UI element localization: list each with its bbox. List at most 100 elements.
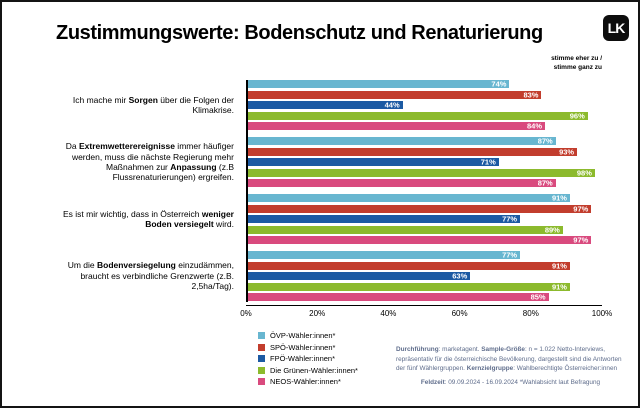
bar: 91% bbox=[246, 194, 570, 203]
bar: 83% bbox=[246, 90, 542, 99]
bar-row: 74% bbox=[246, 79, 602, 89]
bar-value-label: 77% bbox=[502, 250, 518, 260]
footnote-segment: : Wahlberechtigte Österreicher:innen bbox=[513, 365, 618, 373]
category-label-segment: Es ist mir wichtig, dass in Österreich bbox=[63, 208, 202, 219]
approval-scale-note-line2: stimme ganz zu bbox=[553, 63, 602, 71]
category-label-segment: Extremwetterereignisse bbox=[79, 141, 175, 152]
bar-value-label: 91% bbox=[551, 282, 567, 291]
category-label-segment: einzudämmen, braucht es verbindliche Gre… bbox=[80, 260, 234, 292]
bar: 87% bbox=[246, 178, 556, 188]
bar-row: 77% bbox=[246, 215, 602, 224]
bar-row: 91% bbox=[246, 282, 602, 291]
footnote-segment: Feldzeit bbox=[420, 378, 445, 386]
legend-label: FPÖ-Wähler:innen* bbox=[270, 354, 336, 363]
bar-value-label: 89% bbox=[544, 225, 560, 234]
legend-item: SPÖ-Wähler:innen* bbox=[258, 343, 358, 352]
category-label-segment: über die Folgen der Klimakrise. bbox=[157, 94, 234, 115]
bar-value-label: 74% bbox=[491, 79, 507, 89]
legend-swatch bbox=[258, 343, 265, 351]
category-label: Da Extremwetterereignisse immer häufiger… bbox=[38, 141, 246, 182]
bar: 71% bbox=[246, 157, 499, 167]
bar: 96% bbox=[246, 111, 588, 120]
bar: 93% bbox=[246, 147, 578, 156]
footnote-segment: Kernzielgruppe bbox=[466, 365, 514, 373]
bar-row: 71% bbox=[246, 157, 602, 167]
bar-group: 91% 97% 77% 89% 97% bbox=[246, 194, 602, 245]
bar-value-label: 98% bbox=[576, 168, 592, 177]
bar: 98% bbox=[246, 168, 595, 177]
x-axis: 0% 20% 40% 60% 80% 100% bbox=[240, 305, 612, 320]
bar-row: 44% bbox=[246, 101, 602, 110]
legend-item: ÖVP-Wähler:innen* bbox=[258, 331, 358, 340]
chart: Ich mache mir Sorgen über die Folgen der… bbox=[38, 79, 612, 320]
y-axis-line bbox=[246, 80, 248, 302]
bar-row: 77% bbox=[246, 250, 602, 260]
legend-label: SPÖ-Wähler:innen* bbox=[270, 342, 336, 352]
category-label: Es ist mir wichtig, dass in Österreich w… bbox=[38, 209, 246, 230]
page-title: Zustimmungswerte: Bodenschutz und Renatu… bbox=[56, 22, 543, 44]
bar-row: 91% bbox=[246, 261, 602, 270]
category-label-segment: Sorgen bbox=[128, 94, 158, 105]
category-label-segment: Ich mache mir bbox=[72, 94, 129, 105]
bar: 87% bbox=[246, 137, 556, 146]
bar-value-label: 91% bbox=[551, 261, 567, 270]
logo: LK bbox=[603, 15, 629, 41]
bar: 74% bbox=[246, 79, 510, 89]
bar-value-label: 96% bbox=[569, 111, 585, 120]
bar: 91% bbox=[246, 282, 570, 291]
category-label: Ich mache mir Sorgen über die Folgen der… bbox=[38, 95, 246, 116]
bar-row: 84% bbox=[246, 121, 602, 131]
bar-row: 87% bbox=[246, 178, 602, 188]
category-label-segment: immer häufiger werden, muss die nächste … bbox=[71, 141, 234, 172]
legend-label: ÖVP-Wähler:innen* bbox=[270, 331, 336, 340]
x-axis-tick: 60% bbox=[451, 309, 468, 318]
footnote-segment: Sample-Größe bbox=[481, 346, 525, 353]
footnote-segment: : 09.09.2024 - 16.09.2024 bbox=[444, 378, 520, 386]
category-label: Um die Bodenversiegelung einzudämmen, br… bbox=[38, 260, 246, 291]
bar: 77% bbox=[246, 250, 521, 260]
footnote-fieldtime: Feldzeit: 09.09.2024 - 16.09.2024 *Wahla… bbox=[396, 378, 625, 388]
bar-row: 91% bbox=[246, 194, 602, 203]
chart-plot: Ich mache mir Sorgen über die Folgen der… bbox=[38, 79, 612, 320]
bar-row: 98% bbox=[246, 168, 602, 177]
bar-value-label: 87% bbox=[537, 178, 553, 188]
chart-groups: Ich mache mir Sorgen über die Folgen der… bbox=[38, 79, 602, 302]
x-axis-tick: 0% bbox=[240, 309, 252, 318]
bar-value-label: 84% bbox=[527, 121, 543, 131]
bar: 63% bbox=[246, 271, 471, 281]
bar: 97% bbox=[246, 236, 592, 245]
footnote-segment: : marketagent. bbox=[438, 346, 482, 353]
chart-group: Um die Bodenversiegelung einzudämmen, br… bbox=[38, 250, 602, 302]
bar: 44% bbox=[246, 101, 403, 110]
category-label-segment: weniger Boden versiegelt bbox=[145, 208, 234, 229]
approval-scale-note: stimme eher zu / stimme ganz zu bbox=[551, 55, 602, 73]
bar-row: 93% bbox=[246, 147, 602, 156]
bar: 84% bbox=[246, 121, 546, 131]
chart-group: Es ist mir wichtig, dass in Österreich w… bbox=[38, 194, 602, 245]
bar-row: 97% bbox=[246, 236, 602, 245]
legend-item: NEOS-Wähler:innen* bbox=[258, 377, 358, 386]
x-axis-tick: 100% bbox=[591, 309, 613, 318]
chart-group: Da Extremwetterereignisse immer häufiger… bbox=[38, 137, 602, 188]
x-axis-tick: 80% bbox=[522, 309, 539, 318]
legend-label: Die Grünen-Wähler:innen* bbox=[270, 365, 358, 375]
bar-value-label: 83% bbox=[523, 90, 539, 99]
logo-letters: LK bbox=[607, 20, 626, 36]
footnote-methodology: Durchführung: marketagent. Sample-Größe:… bbox=[396, 345, 625, 374]
bar-group: 87% 93% 71% 98% 87% bbox=[246, 137, 602, 188]
legend-swatch bbox=[258, 355, 265, 362]
bar: 97% bbox=[246, 204, 592, 213]
bar-value-label: 71% bbox=[480, 157, 496, 167]
approval-scale-note-line1: stimme eher zu / bbox=[551, 55, 602, 62]
legend-swatch bbox=[258, 378, 265, 385]
x-axis-tick: 40% bbox=[380, 309, 397, 318]
legend-item: FPÖ-Wähler:innen* bbox=[258, 354, 358, 363]
legend: ÖVP-Wähler:innen* SPÖ-Wähler:innen* FPÖ-Wä… bbox=[258, 331, 358, 389]
bar-value-label: 63% bbox=[452, 271, 468, 281]
bar-value-label: 93% bbox=[559, 147, 575, 156]
chart-group: Ich mache mir Sorgen über die Folgen der… bbox=[38, 79, 602, 131]
legend-label: NEOS-Wähler:innen* bbox=[270, 377, 341, 386]
legend-item: Die Grünen-Wähler:innen* bbox=[258, 366, 358, 375]
bar: 85% bbox=[246, 293, 549, 302]
bar-group: 77% 91% 63% 91% 85% bbox=[246, 250, 602, 302]
